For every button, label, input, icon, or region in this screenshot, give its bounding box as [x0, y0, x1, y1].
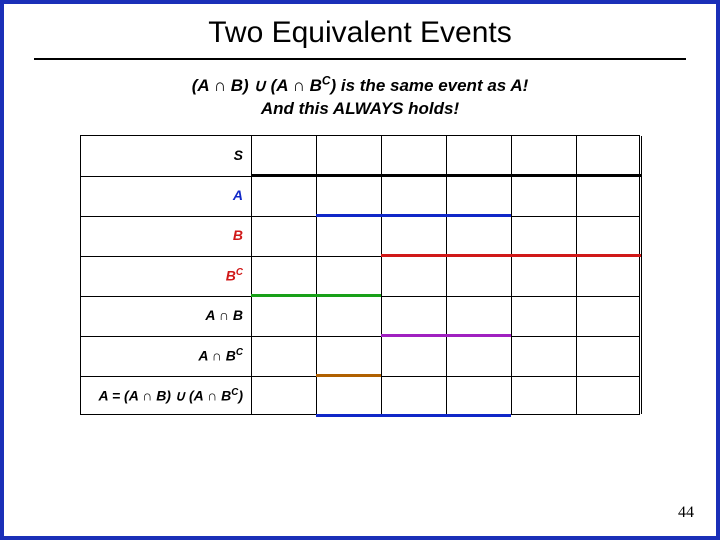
page-number: 44	[678, 504, 694, 522]
event-bar	[316, 214, 511, 217]
event-diagram: S A B BC A ∩ B A ∩ BC A = (A ∩ B) ∪ (A ∩ BC)	[80, 135, 640, 415]
event-bar	[251, 294, 381, 297]
title-underline	[34, 58, 686, 60]
row-label: A = (A ∩ B) ∪ (A ∩ BC)	[81, 387, 251, 405]
subtitle-line-2: And this ALWAYS holds!	[261, 99, 459, 118]
event-bar	[316, 414, 511, 417]
slide-title: Two Equivalent Events	[4, 4, 716, 58]
row-label: BC	[81, 267, 251, 284]
event-bar	[381, 334, 511, 337]
row-label: S	[81, 147, 251, 163]
gridline-vertical	[251, 136, 252, 414]
event-bar	[316, 374, 381, 377]
gridline-horizontal	[81, 336, 639, 337]
row-label: B	[81, 227, 251, 243]
event-bar	[251, 174, 641, 177]
row-label: A ∩ BC	[81, 347, 251, 364]
event-bar	[381, 254, 641, 257]
subtitle-line-1: (A ∩ B) ∪ (A ∩ BC) is the same event as …	[192, 76, 529, 95]
slide-subtitle: (A ∩ B) ∪ (A ∩ BC) is the same event as …	[4, 72, 716, 121]
gridline-vertical	[316, 136, 317, 414]
gridline-vertical	[641, 136, 642, 414]
gridline-vertical	[381, 136, 382, 414]
gridline-vertical	[576, 136, 577, 414]
gridline-vertical	[511, 136, 512, 414]
row-label: A	[81, 187, 251, 203]
gridline-vertical	[446, 136, 447, 414]
row-label: A ∩ B	[81, 307, 251, 323]
